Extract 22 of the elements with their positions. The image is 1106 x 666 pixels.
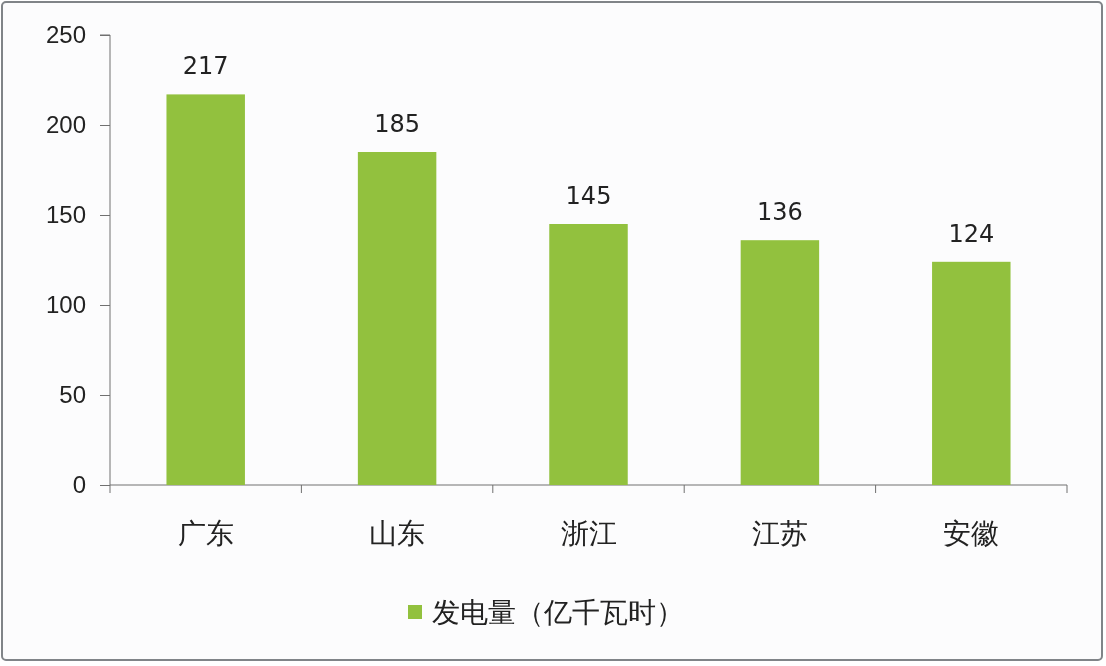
data-label: 124 <box>948 219 995 248</box>
x-tick-label: 安徽 <box>943 517 1000 550</box>
y-tick-label: 100 <box>45 291 86 319</box>
y-tick-label: 150 <box>45 201 86 229</box>
data-label: 185 <box>374 110 421 138</box>
y-tick-label: 50 <box>59 381 86 409</box>
bar <box>740 240 820 485</box>
bar <box>357 152 437 485</box>
bar <box>549 224 628 485</box>
y-tick-label: 200 <box>45 111 86 139</box>
data-label: 217 <box>182 52 229 81</box>
data-label: 136 <box>756 198 803 227</box>
bar <box>166 94 245 485</box>
legend-label: 发电量（亿千瓦时） <box>432 596 684 629</box>
x-tick-label: 广东 <box>177 517 234 550</box>
x-tick-label: 山东 <box>369 517 426 550</box>
data-label: 145 <box>565 182 612 210</box>
y-tick-label: 0 <box>72 471 86 499</box>
y-tick-label: 250 <box>45 21 86 49</box>
x-tick-label: 江苏 <box>751 517 808 550</box>
bar <box>932 261 1011 485</box>
x-tick-label: 浙江 <box>560 517 617 550</box>
